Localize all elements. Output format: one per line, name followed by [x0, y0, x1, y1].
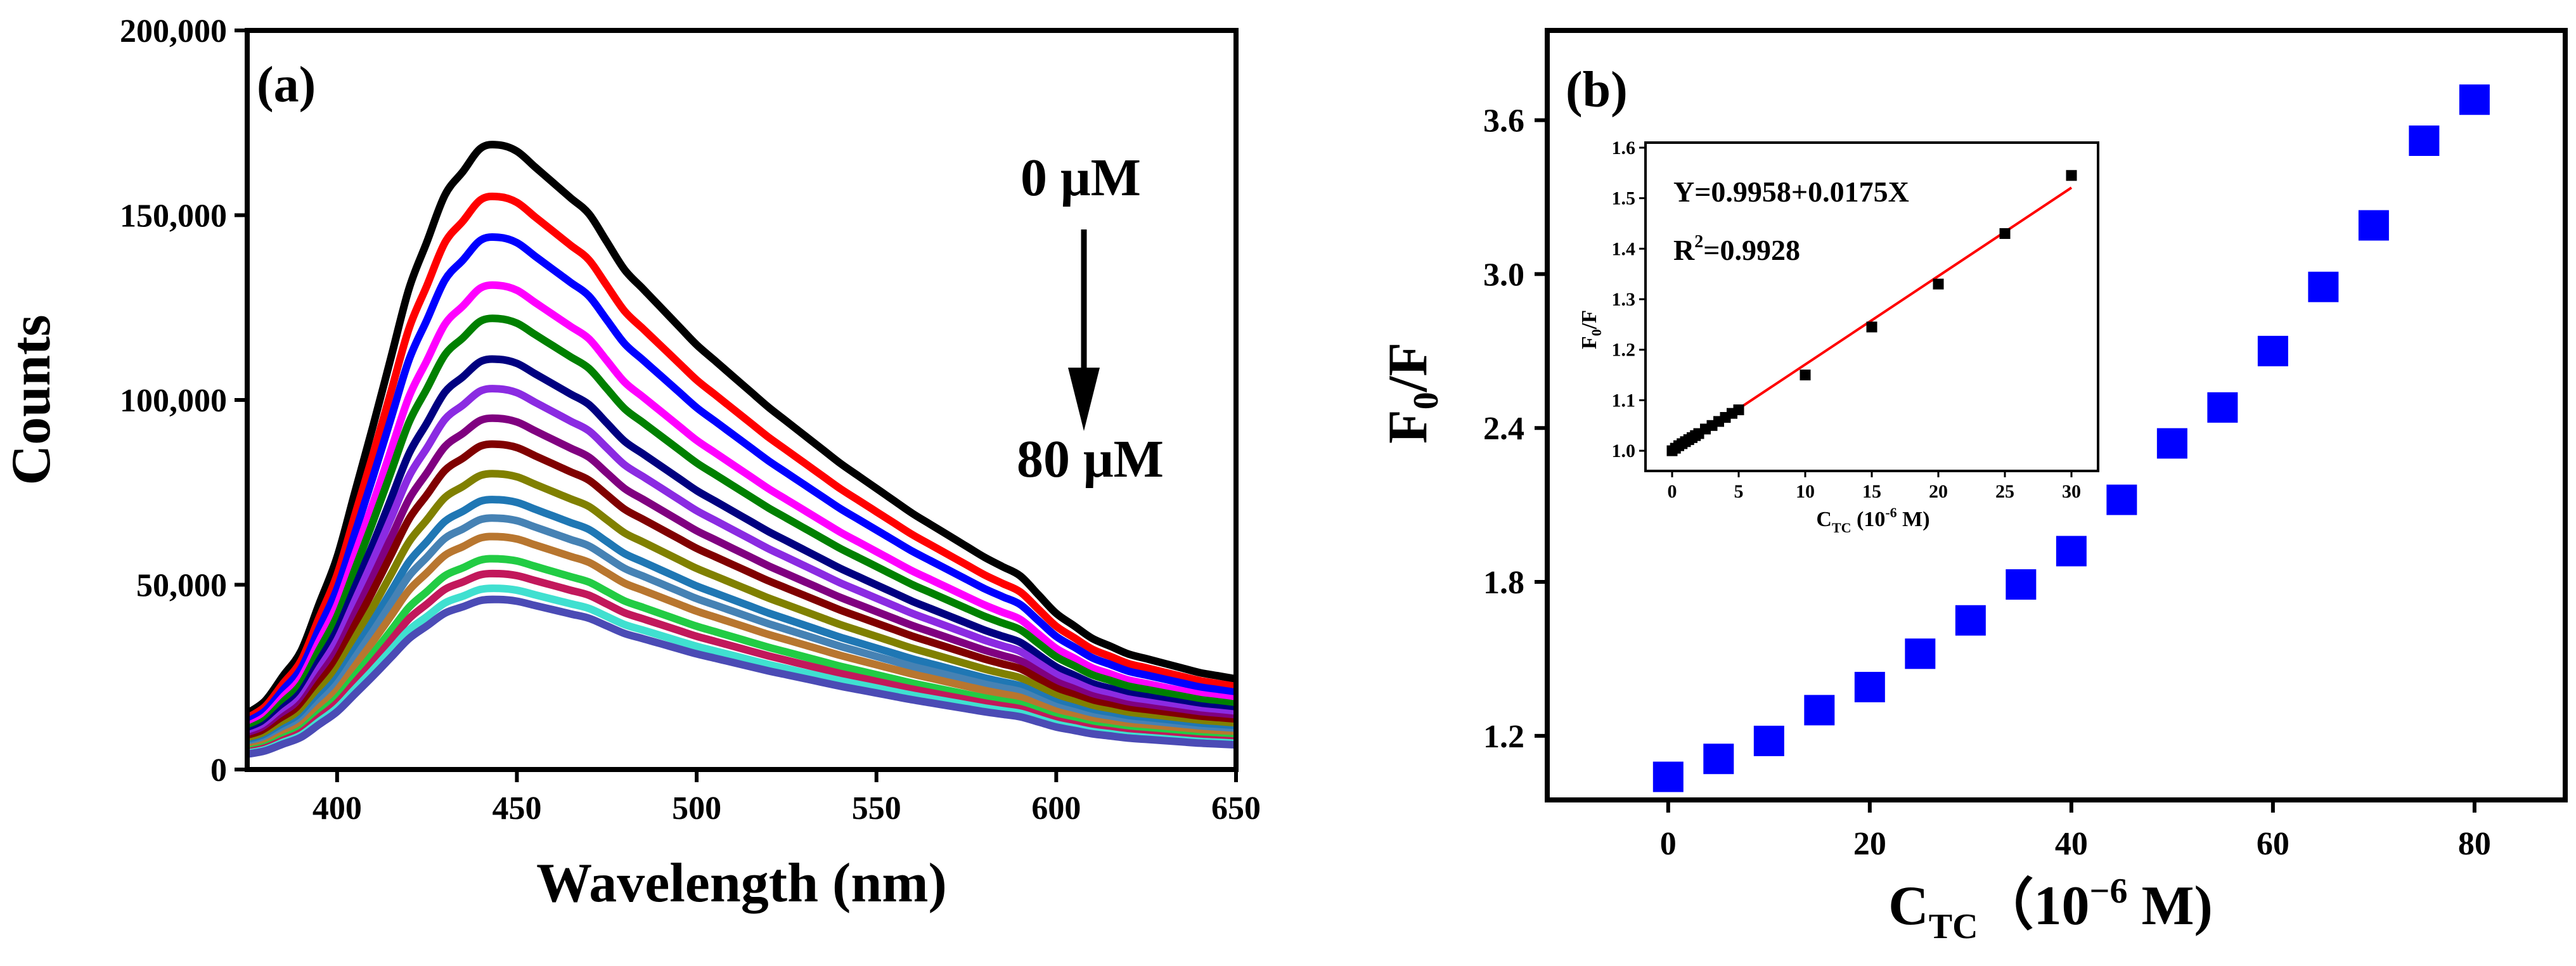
spectrum-line-3	[245, 281, 1237, 730]
panel-a-curves	[245, 141, 1237, 758]
data-point-b-6	[1955, 605, 1986, 636]
y-tick-label-in-1: 1.1	[1612, 390, 1636, 411]
data-point-b-8	[2056, 536, 2087, 567]
spectrum-line-9	[246, 470, 1237, 747]
panel-b-y-title: F0/F	[1377, 342, 1446, 444]
spectrum-line-5	[245, 355, 1237, 737]
y-tick-label-b-2: 2.4	[1483, 411, 1524, 447]
x-tick-label-in-2: 10	[1796, 481, 1815, 502]
x-tick-label-a-4: 600	[1031, 790, 1081, 827]
y-tick-label-b-4: 3.6	[1483, 103, 1524, 139]
data-point-b-11	[2207, 392, 2238, 423]
spectrum-line-10	[246, 496, 1237, 749]
inset-point-15	[1800, 370, 1811, 381]
x-tick-label-b-4: 80	[2458, 826, 2491, 862]
y-tick-label-in-0: 1.0	[1612, 441, 1636, 461]
x-tick-label-b-2: 40	[2055, 826, 2088, 862]
y-tick-label-a-4: 200,000	[120, 13, 227, 49]
data-point-b-12	[2257, 335, 2288, 366]
data-point-b-4	[1854, 671, 1885, 702]
y-tick-label-a-0: 0	[210, 752, 227, 789]
x-tick-label-in-6: 30	[2062, 481, 2081, 502]
data-point-b-1	[1703, 744, 1734, 775]
inset-point-14	[1733, 404, 1744, 416]
y-tick-label-b-3: 3.0	[1483, 257, 1524, 293]
x-tick-label-b-0: 0	[1660, 826, 1677, 862]
x-tick-label-in-4: 20	[1929, 481, 1948, 502]
x-tick-label-b-1: 20	[1853, 826, 1886, 862]
data-point-b-15	[2409, 126, 2440, 157]
data-point-b-10	[2156, 428, 2187, 459]
spectrum-line-7	[245, 414, 1237, 742]
x-tick-label-a-3: 550	[852, 790, 901, 827]
x-tick-label-a-2: 500	[672, 790, 721, 827]
inset-point-19	[2066, 170, 2077, 181]
y-tick-label-a-2: 100,000	[120, 383, 227, 419]
panel-a-x-title: Wavelength (nm)	[536, 853, 947, 914]
spectrum-line-12	[246, 532, 1237, 752]
spectrum-line-8	[245, 440, 1237, 744]
inset-equation: Y=0.9958+0.0175X	[1673, 176, 1909, 208]
inset-points	[1666, 170, 2077, 456]
x-tick-label-a-5: 650	[1211, 790, 1261, 827]
panel-a-ticks: 400 450 500 550 600 650 0 50,000 100,000 150,000 2…	[120, 13, 1261, 827]
data-point-b-9	[2106, 484, 2137, 515]
inset-x-title: CTC (10-6 M)	[1816, 505, 1929, 536]
y-tick-label-in-5: 1.5	[1612, 188, 1636, 209]
data-point-b-2	[1753, 725, 1784, 756]
inset-y-title: F0/F	[1578, 310, 1604, 349]
panel-b-x-title: CTC（10−6 M)	[1888, 872, 2213, 946]
x-tick-label-b-3: 60	[2257, 826, 2289, 862]
conc-start-label: 0 μM	[1021, 148, 1141, 207]
data-point-b-13	[2308, 271, 2339, 302]
conc-end-label: 80 μM	[1017, 430, 1164, 489]
data-point-b-0	[1652, 761, 1684, 792]
inset-r2: R2=0.9928	[1673, 232, 1800, 266]
data-point-b-7	[2006, 569, 2037, 600]
y-tick-label-in-4: 1.4	[1612, 238, 1636, 259]
spectrum-line-1	[245, 192, 1237, 721]
x-tick-label-in-5: 25	[1995, 481, 2014, 502]
y-tick-label-in-6: 1.6	[1612, 138, 1636, 158]
y-tick-label-b-0: 1.2	[1483, 719, 1524, 755]
panel-a-label: (a)	[257, 57, 316, 113]
y-tick-label-in-3: 1.3	[1612, 289, 1636, 310]
spectrum-line-16	[246, 595, 1237, 758]
x-tick-label-in-0: 0	[1668, 481, 1677, 502]
panel-b-label: (b)	[1566, 62, 1628, 118]
data-point-b-5	[1905, 638, 1936, 669]
y-tick-label-a-1: 50,000	[136, 568, 227, 604]
panel-a: 400 450 500 550 600 650 0 50,000 100,000 150,000 2…	[1, 13, 1261, 914]
quench-arrow-head	[1068, 368, 1100, 431]
data-point-b-16	[2459, 84, 2490, 115]
inset-point-16	[1866, 321, 1877, 333]
panel-b-frame	[1545, 28, 2568, 802]
x-tick-label-a-1: 450	[492, 790, 541, 827]
data-point-b-3	[1804, 695, 1835, 726]
spectrum-line-2	[245, 233, 1237, 725]
x-tick-label-in-1: 5	[1734, 481, 1744, 502]
spectrum-line-6	[245, 385, 1237, 739]
panel-b: 0 20 40 60 80 1.2 1.8 2.4 3.0 3.6 (b) CTC（10−6 M)…	[1377, 28, 2568, 946]
panel-a-y-title: Counts	[1, 315, 62, 486]
spectrum-line-11	[246, 514, 1237, 751]
inset-ticks: 0 5 10 15 20 25 30 1.0 1.1 1.2 1.3 1.4 1.5 1.6	[1612, 138, 2082, 502]
data-point-b-14	[2358, 210, 2389, 241]
y-tick-label-a-3: 150,000	[120, 198, 227, 235]
spectrum-line-0	[245, 141, 1237, 717]
panel-b-points	[1652, 84, 2490, 792]
inset-point-17	[1933, 278, 1944, 290]
panel-b-ticks: 0 20 40 60 80 1.2 1.8 2.4 3.0 3.6	[1483, 103, 2491, 862]
y-tick-label-b-1: 1.8	[1483, 565, 1524, 601]
y-tick-label-in-2: 1.2	[1612, 340, 1636, 361]
x-tick-label-in-3: 15	[1862, 481, 1881, 502]
inset: 0 5 10 15 20 25 30 1.0 1.1 1.2 1.3 1.4 1.5 1.6 Y=0.99…	[1578, 138, 2099, 536]
inset-point-18	[1999, 228, 2011, 239]
x-tick-label-a-0: 400	[312, 790, 362, 827]
spectrum-line-4	[245, 314, 1237, 733]
